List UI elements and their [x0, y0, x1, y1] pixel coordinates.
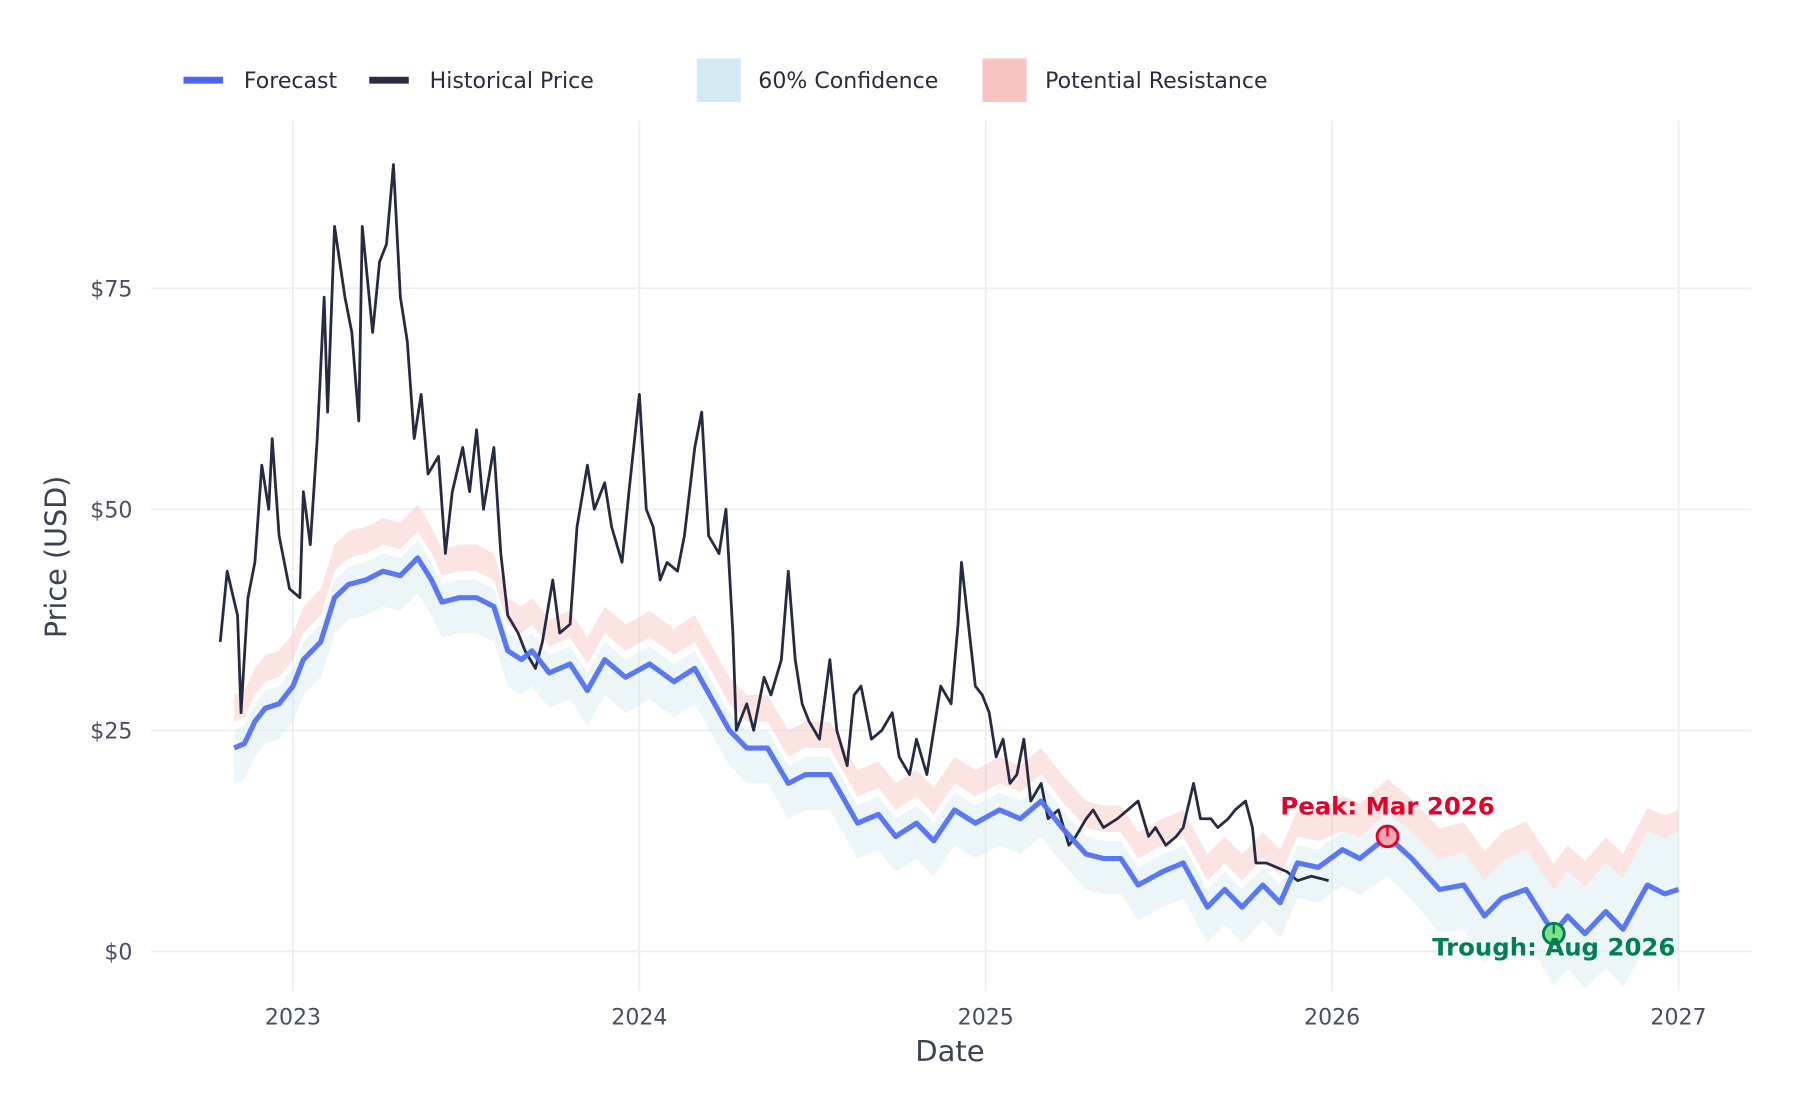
- bands: [234, 504, 1679, 989]
- x-tick-label: 2024: [611, 1006, 667, 1031]
- y-tick-label: $75: [90, 277, 132, 302]
- annotations: Peak: Mar 2026 Trough: Aug 2026: [1280, 793, 1675, 962]
- legend-label: Forecast: [244, 69, 338, 94]
- x-tick-label: 2027: [1650, 1006, 1706, 1031]
- legend-label: Potential Resistance: [1045, 69, 1267, 94]
- y-tick-label: $25: [90, 719, 132, 744]
- tick-labels: 2023 2024 2025 2026 2027 $0 $25 $50 $75: [90, 277, 1706, 1030]
- x-tick-label: 2025: [958, 1006, 1014, 1031]
- x-tick-label: 2023: [265, 1006, 321, 1031]
- grid: [150, 120, 1752, 992]
- legend-label: 60% Confidence: [758, 69, 938, 94]
- legend-swatch-line: [369, 76, 409, 84]
- trough-label: Trough: Aug 2026: [1432, 934, 1675, 962]
- y-tick-label: $0: [104, 941, 132, 966]
- legend: Forecast Historical Price 60% Confidence Po…: [183, 58, 1268, 102]
- x-axis-title: Date: [915, 1034, 984, 1068]
- x-tick-label: 2026: [1304, 1006, 1360, 1031]
- y-tick-label: $50: [90, 498, 132, 523]
- resistance-band: [234, 504, 1679, 891]
- historical-price-line: [218, 163, 1329, 883]
- legend-swatch-patch: [982, 58, 1027, 102]
- series-lines: [218, 163, 1680, 937]
- y-axis-title: Price (USD): [39, 476, 73, 638]
- legend-label: Historical Price: [430, 69, 594, 94]
- peak-label: Peak: Mar 2026: [1280, 793, 1494, 821]
- legend-swatch-patch: [696, 58, 741, 102]
- forecast-line: [233, 555, 1680, 937]
- legend-swatch-line: [183, 76, 223, 84]
